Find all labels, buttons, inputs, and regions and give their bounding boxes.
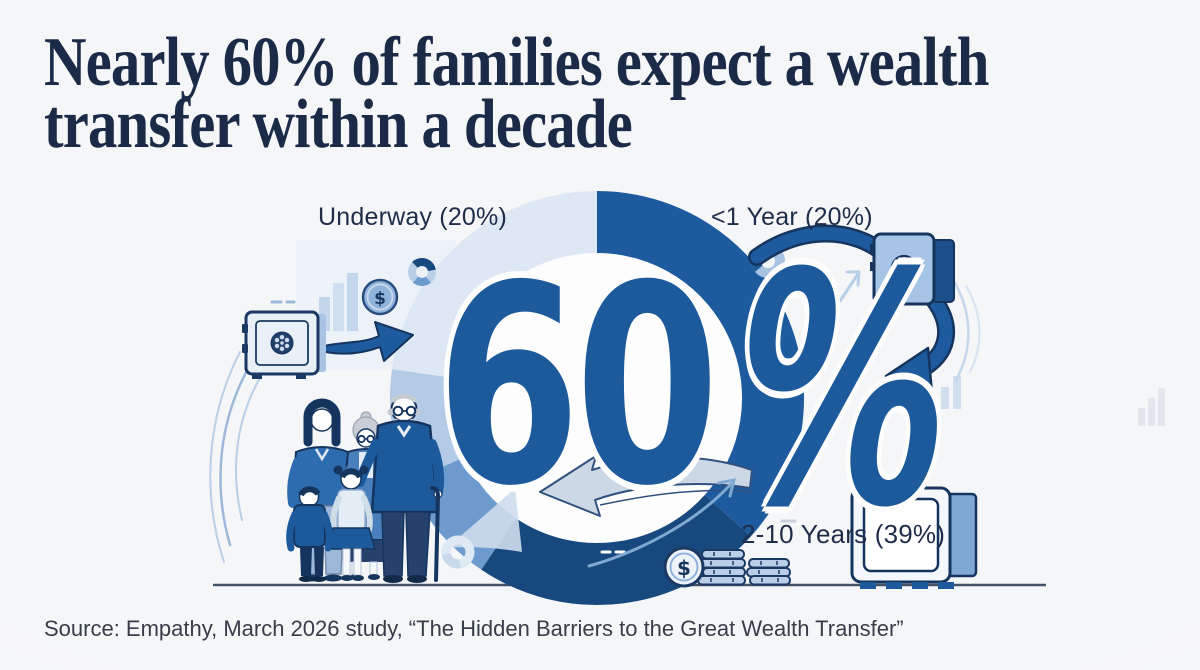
dollar-symbol: $ [677, 556, 691, 580]
segment-label-underway: Underway (20%) [318, 203, 507, 231]
coin-icon-bottom: $ [663, 546, 705, 588]
coin-icon-top: $ [361, 278, 399, 316]
safe-icon-left [242, 310, 326, 379]
dollar-symbol: $ [374, 289, 386, 309]
swoosh-lines-left [209, 351, 261, 563]
page-title-line1: Nearly 60% of families expect a wealth [44, 24, 989, 101]
bar-chart-icon-faint [1138, 388, 1165, 426]
center-value-number: 60 [436, 227, 720, 546]
segment-label-under-one-year: <1 Year (20%) [711, 203, 873, 231]
center-value-percent-icon: % [708, 206, 977, 578]
family-illustration [286, 393, 445, 583]
source-attribution: Source: Empathy, March 2026 study, “The … [44, 616, 904, 641]
segment-label-two-to-ten-years: 2-10 Years (39%) [741, 519, 946, 549]
page-title-line2: transfer within a decade [44, 86, 633, 163]
